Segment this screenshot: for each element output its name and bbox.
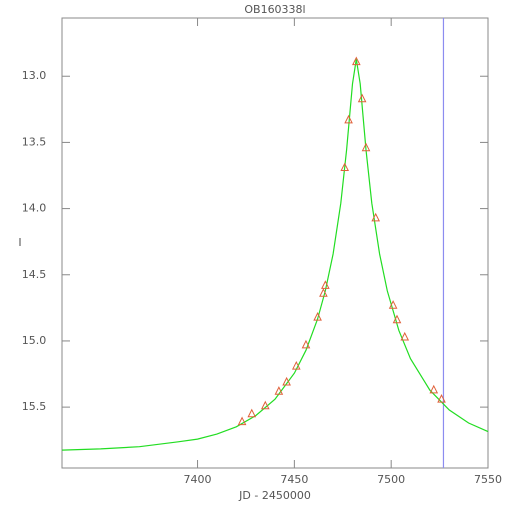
data-point bbox=[344, 114, 353, 124]
data-point bbox=[321, 280, 330, 289]
data-point bbox=[282, 376, 291, 386]
data-point bbox=[352, 56, 361, 66]
y-tick-label: 14.5 bbox=[22, 268, 47, 281]
x-axis-label: JD - 2450000 bbox=[238, 489, 311, 502]
y-tick-label: 14.0 bbox=[22, 202, 47, 215]
data-point bbox=[261, 400, 270, 410]
data-point bbox=[392, 314, 402, 324]
data-point bbox=[400, 331, 410, 341]
data-point bbox=[357, 93, 367, 103]
data-point bbox=[237, 416, 247, 426]
x-tick-label: 7450 bbox=[280, 473, 308, 486]
data-point bbox=[291, 360, 301, 370]
y-tick-label: 13.5 bbox=[22, 135, 47, 148]
data-point bbox=[340, 162, 350, 172]
x-tick-label: 7400 bbox=[184, 473, 212, 486]
y-tick-label: 13.0 bbox=[22, 69, 47, 82]
y-tick-label: 15.0 bbox=[22, 334, 47, 347]
x-tick-label: 7500 bbox=[377, 473, 405, 486]
data-point bbox=[371, 212, 381, 222]
data-point bbox=[429, 384, 439, 394]
data-point bbox=[437, 394, 446, 403]
model-curve bbox=[61, 59, 489, 451]
plot-frame bbox=[61, 17, 489, 469]
data-point bbox=[313, 311, 322, 321]
data-point bbox=[247, 408, 257, 418]
y-axis-label: I bbox=[18, 236, 21, 249]
data-point bbox=[319, 288, 328, 297]
data-point bbox=[388, 300, 398, 309]
y-tick-label: 15.5 bbox=[22, 400, 47, 413]
chart-title: OB160338l bbox=[244, 3, 305, 16]
data-point bbox=[274, 386, 284, 395]
data-point bbox=[301, 339, 311, 349]
data-point bbox=[361, 142, 371, 152]
x-tick-label: 7550 bbox=[474, 473, 502, 486]
